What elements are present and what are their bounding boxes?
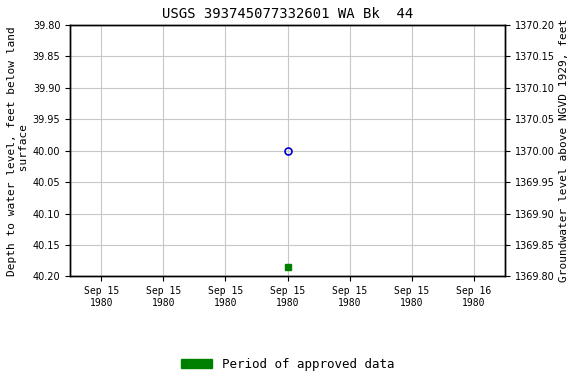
Y-axis label: Depth to water level, feet below land
 surface: Depth to water level, feet below land su… (7, 26, 29, 276)
Title: USGS 393745077332601 WA Bk  44: USGS 393745077332601 WA Bk 44 (162, 7, 413, 21)
Y-axis label: Groundwater level above NGVD 1929, feet: Groundwater level above NGVD 1929, feet (559, 19, 569, 282)
Legend: Period of approved data: Period of approved data (176, 353, 400, 376)
